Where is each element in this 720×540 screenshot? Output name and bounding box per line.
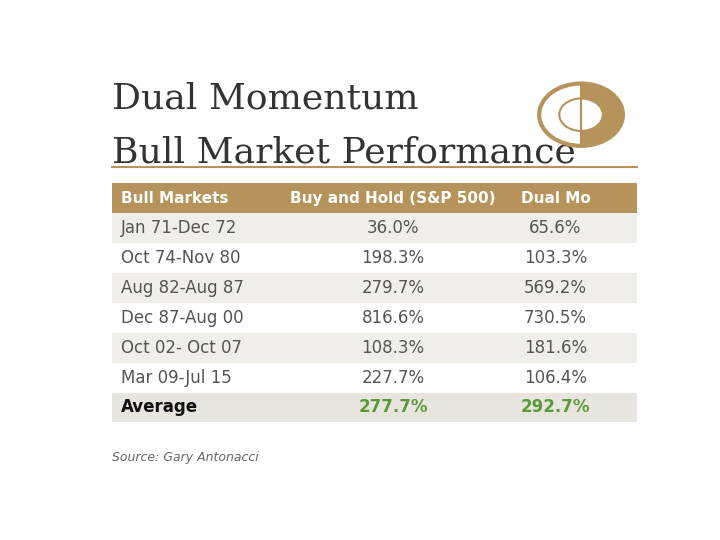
Bar	[112, 243, 636, 273]
Text: 816.6%: 816.6%	[361, 309, 424, 327]
Text: 181.6%: 181.6%	[524, 339, 587, 357]
Text: Average: Average	[121, 399, 198, 416]
Text: 103.3%: 103.3%	[524, 249, 588, 267]
Text: 198.3%: 198.3%	[361, 249, 425, 267]
Text: Dual Mo: Dual Mo	[521, 191, 590, 206]
Text: Bull Market Performance: Bull Market Performance	[112, 136, 576, 170]
Text: Aug 82-Aug 87: Aug 82-Aug 87	[121, 279, 243, 297]
Text: 106.4%: 106.4%	[524, 369, 587, 387]
Bar	[112, 333, 636, 363]
Text: Buy and Hold (S&P 500): Buy and Hold (S&P 500)	[290, 191, 495, 206]
Text: Bull Markets: Bull Markets	[121, 191, 228, 206]
Text: 108.3%: 108.3%	[361, 339, 425, 357]
Bar	[112, 303, 636, 333]
Text: Oct 74-Nov 80: Oct 74-Nov 80	[121, 249, 240, 267]
Circle shape	[559, 98, 603, 131]
Bar	[112, 363, 636, 393]
Text: Dual Momentum: Dual Momentum	[112, 82, 419, 116]
Text: Dec 87-Aug 00: Dec 87-Aug 00	[121, 309, 243, 327]
Text: 292.7%: 292.7%	[521, 399, 590, 416]
Text: 279.7%: 279.7%	[361, 279, 424, 297]
Text: Source: Gary Antonacci: Source: Gary Antonacci	[112, 451, 259, 464]
Text: 277.7%: 277.7%	[358, 399, 428, 416]
Bar	[112, 273, 636, 303]
Bar	[112, 393, 636, 422]
Text: 730.5%: 730.5%	[524, 309, 587, 327]
Bar	[112, 213, 636, 243]
Text: Mar 09-Jul 15: Mar 09-Jul 15	[121, 369, 231, 387]
Text: 36.0%: 36.0%	[366, 219, 419, 237]
Text: Oct 02- Oct 07: Oct 02- Oct 07	[121, 339, 242, 357]
Text: 65.6%: 65.6%	[529, 219, 582, 237]
Text: 227.7%: 227.7%	[361, 369, 425, 387]
Bar	[112, 183, 636, 213]
Text: 569.2%: 569.2%	[524, 279, 587, 297]
Wedge shape	[581, 84, 623, 146]
Text: Jan 71-Dec 72: Jan 71-Dec 72	[121, 219, 237, 237]
